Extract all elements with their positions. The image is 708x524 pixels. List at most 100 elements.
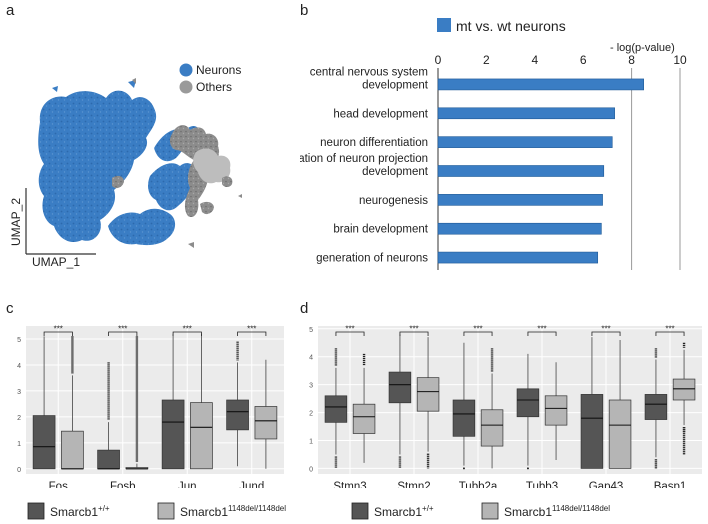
y-tick-label: 0 <box>309 466 313 473</box>
box <box>352 403 376 434</box>
panel-letter-c: c <box>6 300 14 317</box>
significance-label: *** <box>473 325 482 334</box>
box <box>672 378 696 401</box>
box <box>416 377 440 412</box>
y-tick-label: 3 <box>17 389 21 396</box>
bar <box>437 222 602 235</box>
significance-bracket: *** <box>172 325 202 336</box>
y-tick-label: 2 <box>309 411 313 418</box>
bar-category-label: generation of neurons <box>316 253 428 265</box>
category-label: Gap43 <box>589 481 624 488</box>
legend-d-mt-label: Smarcb11148del/1148del <box>504 504 610 519</box>
category-label: Basp1 <box>654 481 687 488</box>
bar <box>437 78 644 91</box>
box <box>161 399 185 470</box>
significance-label: *** <box>601 325 610 334</box>
box <box>480 409 504 447</box>
box <box>61 430 84 470</box>
y-tick-label: 0 <box>17 467 21 474</box>
box <box>190 402 213 470</box>
box <box>544 395 568 426</box>
bar <box>437 194 603 206</box>
y-tick-label: 1 <box>309 438 313 445</box>
group-legends: Smarcb1+/+ Smarcb11148del/1148del Smarcb… <box>27 502 610 520</box>
bar-legend: mt vs. wt neurons <box>437 18 566 34</box>
box <box>226 399 249 431</box>
significance-bracket: *** <box>591 325 621 336</box>
panel-letter-a: a <box>6 2 15 19</box>
bar <box>437 136 613 148</box>
box <box>97 449 120 470</box>
category-label: Jund <box>239 481 264 488</box>
y-tick-label: 5 <box>17 337 21 344</box>
bar-tick-label: 6 <box>580 53 587 67</box>
legend-d: Smarcb1+/+ Smarcb11148del/1148del <box>351 502 610 520</box>
box <box>388 371 412 404</box>
category-label: Stmn2 <box>397 481 430 488</box>
significance-label: *** <box>537 325 546 334</box>
legend-swatch-neurons <box>179 63 193 77</box>
significance-bracket: *** <box>527 325 557 336</box>
y-tick-label: 3 <box>309 383 313 390</box>
legend-c-wt-label: Smarcb1+/+ <box>50 504 110 519</box>
bar-category-label: regulation of neuron projectiondevelopme… <box>300 153 429 178</box>
category-label: Fosb <box>110 481 136 488</box>
umap-ylabel: UMAP_2 <box>9 198 23 246</box>
umap-xlabel: UMAP_1 <box>32 255 80 269</box>
y-tick-label: 1 <box>17 441 21 448</box>
significance-label: *** <box>183 325 192 334</box>
box <box>32 415 56 470</box>
y-tick-label: 2 <box>17 415 21 422</box>
significance-label: *** <box>54 325 63 334</box>
box <box>452 399 476 437</box>
y-tick-label: 5 <box>309 327 313 334</box>
legend-d-wt-swatch <box>351 502 369 520</box>
panel-letter-b: b <box>300 2 309 19</box>
significance-label: *** <box>247 325 256 334</box>
plot-background <box>318 326 702 474</box>
significance-bracket: *** <box>108 325 138 336</box>
significance-bracket: *** <box>335 325 365 336</box>
boxplot-c: 0 1 2 3 4 5 Fos *** Fosb *** Jun *** Jund *** <box>17 325 284 488</box>
bar-category-label: neuron differentiation <box>320 137 428 149</box>
significance-bracket: *** <box>43 325 73 336</box>
umap-axes: UMAP_1 UMAP_2 <box>9 188 96 269</box>
bar-legend-label: mt vs. wt neurons <box>456 18 566 34</box>
significance-bracket: *** <box>399 325 429 336</box>
bar-category-label: head development <box>333 108 428 120</box>
bar-axis-title: - log(p-value) <box>610 42 675 54</box>
bar-category-label: central nervous system development <box>310 66 429 91</box>
bar-tick-label: 0 <box>435 53 442 67</box>
box <box>324 395 348 423</box>
significance-bracket: *** <box>237 325 267 336</box>
legend-swatch-others <box>179 80 193 94</box>
bar-tick-label: 8 <box>628 53 635 67</box>
category-label: Tubb3 <box>526 481 558 488</box>
legend-c-wt-swatch <box>27 502 45 520</box>
legend-label-neurons: Neurons <box>196 63 241 77</box>
boxplot-d: 0 1 2 3 4 5 Stmn3 *** Stmn2 *** Tubb2a *** Tubb3 *** G… <box>309 325 702 488</box>
bar <box>437 251 599 264</box>
umap-neurons-cluster <box>38 80 201 246</box>
box <box>644 394 668 420</box>
legend-d-wt-label: Smarcb1+/+ <box>374 504 434 519</box>
category-label: Jun <box>178 481 197 488</box>
bar-tick-label: 2 <box>483 53 490 67</box>
box <box>608 399 632 469</box>
legend-c-mt-swatch <box>157 502 175 520</box>
bar-tick-label: 4 <box>531 53 538 67</box>
category-label: Tubb2a <box>459 481 498 488</box>
outlier-point <box>526 467 529 470</box>
y-tick-label: 4 <box>17 363 21 370</box>
bar-category-label: neurogenesis <box>359 195 428 207</box>
bar-tick-label: 10 <box>673 53 687 67</box>
box <box>516 388 540 418</box>
significance-label: *** <box>409 325 418 334</box>
umap-legend: Neurons Others <box>179 63 241 94</box>
box <box>580 394 604 469</box>
bar <box>437 165 605 177</box>
umap-plot: Neurons Others UMAP_1 UMAP_2 <box>9 63 242 269</box>
category-label: Stmn3 <box>333 481 366 488</box>
category-label: Fos <box>49 481 68 488</box>
box <box>254 406 278 440</box>
